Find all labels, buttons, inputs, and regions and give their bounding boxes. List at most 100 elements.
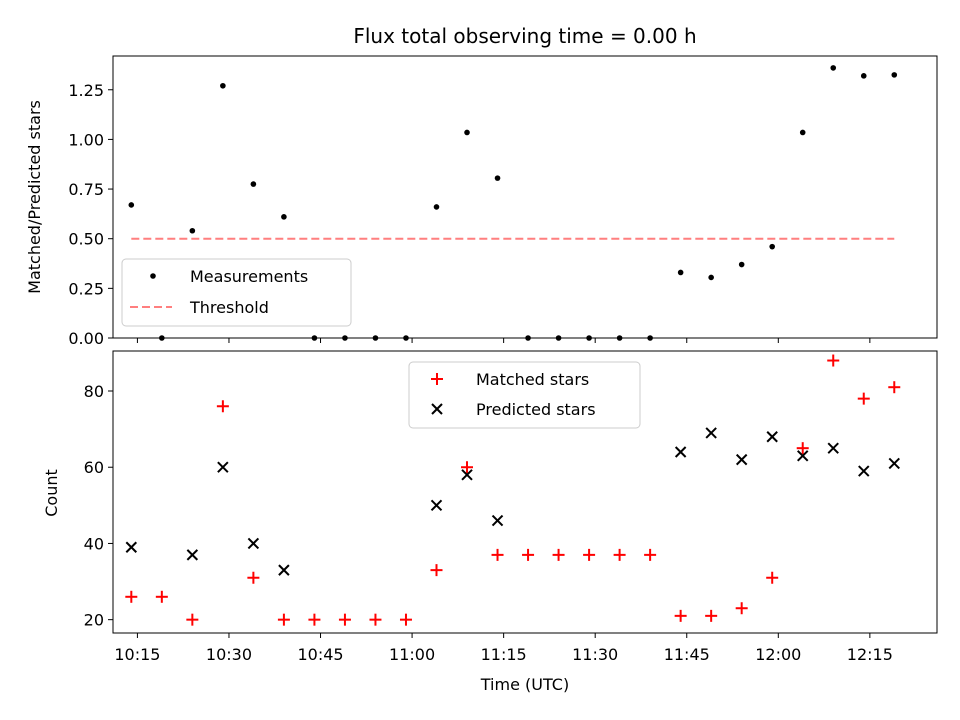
measurement-point	[830, 65, 837, 71]
measurement-point	[799, 129, 806, 136]
matched-star-point	[308, 613, 321, 626]
bottom-legend: Matched stars Predicted stars	[408, 361, 641, 429]
predicted-star-point	[186, 549, 199, 561]
predicted-star-point	[491, 514, 504, 527]
measurement-point	[281, 214, 287, 220]
x-stroke	[827, 442, 839, 454]
matched-star-point	[583, 548, 596, 561]
x-stroke	[430, 499, 443, 512]
top-y-tick-label: 1.25	[68, 81, 104, 100]
matched-star-point	[125, 590, 138, 603]
x-tick-label: 10:30	[206, 645, 252, 664]
matched-star-point	[857, 392, 870, 405]
x-tick-label: 11:30	[572, 645, 618, 664]
legend-measurements-label: Measurements	[190, 267, 308, 286]
top-panel: Flux total observing time = 0.00 h Match…	[25, 24, 938, 348]
predicted-star-point	[797, 450, 809, 462]
bottom-panel: Count Time (UTC) 20 40 60 80 10:15 10:30 10:45…	[42, 350, 938, 694]
predicted-star-point	[217, 461, 229, 473]
matched-star-point	[338, 613, 351, 626]
matched-star-point	[613, 548, 626, 561]
measurement-point	[738, 261, 745, 268]
x-tick-label: 12:00	[755, 645, 801, 664]
top-y-tick-label: 0.75	[68, 180, 104, 199]
measurement-point	[464, 129, 470, 136]
measurement-point	[769, 243, 775, 250]
bottom-axes-frame	[112, 350, 938, 634]
matched-star-point	[766, 571, 779, 584]
top-legend: Measurements Threshold	[121, 258, 352, 327]
x-stroke	[766, 431, 778, 443]
matched-star-point	[705, 609, 718, 622]
predicted-star-point	[888, 457, 900, 470]
predicted-star-point	[674, 446, 687, 458]
x-stroke	[461, 469, 473, 481]
legend-predicted-marker	[431, 403, 443, 415]
matched-star-point	[277, 613, 290, 626]
matched-star-point	[399, 613, 412, 626]
matched-star-point	[735, 602, 748, 615]
x-stroke	[186, 549, 199, 561]
x-stroke	[705, 427, 717, 439]
chart-title: Flux total observing time = 0.00 h	[353, 24, 696, 48]
matched-star-point	[644, 548, 657, 561]
bottom-y-tick-label: 80	[84, 382, 104, 401]
bottom-data-marks	[125, 354, 901, 626]
predicted-star-point	[430, 499, 443, 512]
x-stroke	[217, 461, 229, 473]
predicted-star-point	[735, 453, 748, 466]
matched-star-point	[369, 613, 382, 626]
predicted-star-point	[858, 465, 870, 477]
top-legend-box	[121, 258, 352, 327]
x-tick-label: 10:45	[297, 645, 343, 664]
measurement-point	[189, 227, 196, 234]
x-tick-label: 11:00	[389, 645, 435, 664]
matched-star-point	[430, 564, 443, 577]
bottom-ticks: 20 40 60 80 10:15 10:30 10:45 11:00 11:15 11:30 11…	[84, 382, 893, 664]
predicted-star-point	[125, 541, 138, 553]
legend-measurements-marker	[150, 273, 156, 279]
x-tick-label: 11:45	[664, 645, 710, 664]
x-stroke	[491, 514, 504, 527]
top-y-tick-label: 0.25	[68, 279, 104, 298]
legend-threshold-label: Threshold	[189, 298, 269, 317]
bottom-y-tick-label: 20	[84, 611, 104, 630]
legend-matched-marker	[431, 373, 443, 385]
top-ticks: 0.00 0.25 0.50 0.75 1.00 1.25	[68, 81, 871, 348]
predicted-star-point	[461, 469, 473, 481]
matched-star-point	[247, 571, 260, 584]
predicted-star-point	[827, 442, 839, 454]
x-stroke	[125, 541, 138, 553]
top-y-tick-label: 1.00	[68, 130, 104, 149]
matched-star-point	[888, 381, 901, 394]
matched-star-point	[155, 590, 168, 603]
predicted-star-point	[766, 431, 778, 443]
legend-predicted-label: Predicted stars	[476, 400, 596, 419]
bottom-legend-box	[408, 361, 641, 429]
measurement-point	[494, 175, 501, 181]
measurement-point	[250, 181, 257, 187]
matched-star-point	[491, 548, 504, 561]
bottom-y-axis-label: Count	[42, 469, 61, 517]
x-axis-label: Time (UTC)	[480, 675, 569, 694]
measurement-point	[708, 274, 714, 281]
x-tick-label: 10:15	[114, 645, 160, 664]
x-stroke	[888, 457, 900, 470]
matched-star-point	[461, 461, 474, 474]
top-y-axis-label: Matched/Predicted stars	[25, 100, 44, 294]
predicted-star-point	[278, 564, 290, 576]
matched-star-point	[796, 442, 809, 455]
top-axes-frame	[112, 55, 938, 339]
x-stroke	[735, 453, 748, 466]
predicted-star-point	[705, 427, 717, 439]
measurement-point	[220, 82, 226, 89]
matched-star-point	[827, 354, 840, 367]
x-tick-label: 11:15	[481, 645, 527, 664]
matched-star-point	[216, 400, 229, 413]
measurement-point	[433, 204, 440, 210]
x-stroke	[858, 465, 870, 477]
matched-star-point	[674, 609, 687, 622]
predicted-star-point	[247, 537, 260, 550]
measurement-point	[891, 72, 898, 78]
measurement-point	[677, 269, 684, 276]
